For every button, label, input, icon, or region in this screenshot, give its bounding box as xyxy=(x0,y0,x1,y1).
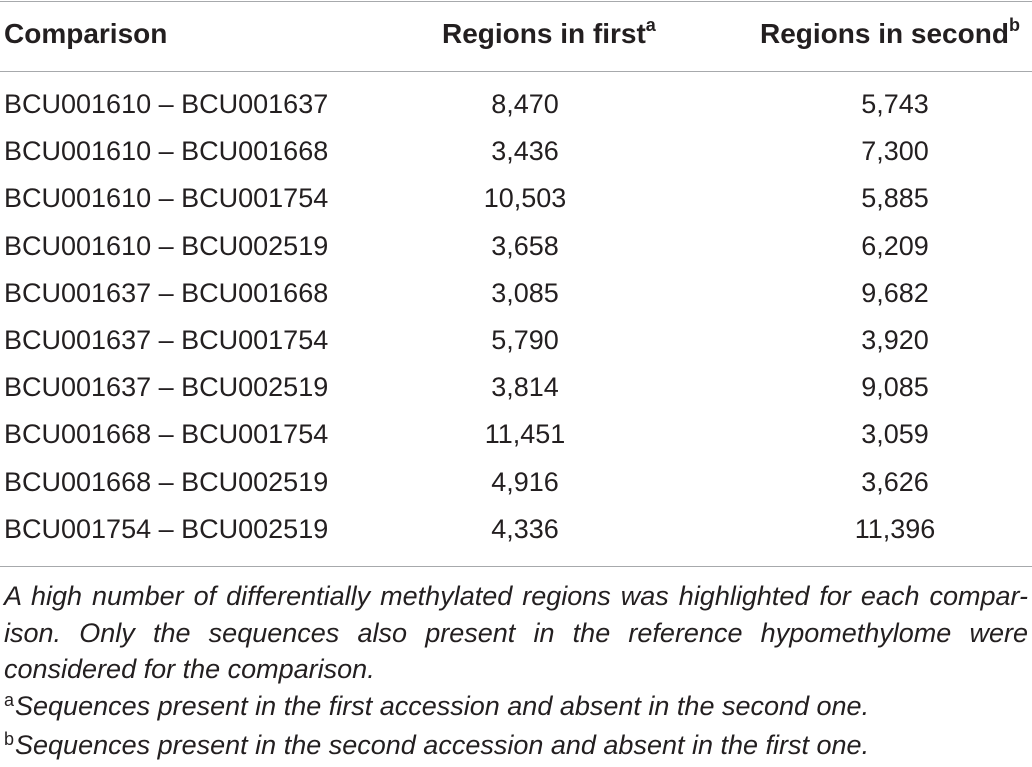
table-row: BCU001610 – BCU001668 3,436 7,300 xyxy=(0,130,1032,177)
cell-regions-second: 3,626 xyxy=(861,466,929,497)
cell-regions-first: 5,790 xyxy=(491,324,559,355)
header-rule xyxy=(0,71,1032,72)
cell-comparison: BCU001637 – BCU001668 xyxy=(4,277,329,308)
cell-regions-first: 10,503 xyxy=(483,183,567,214)
cell-regions-second: 3,920 xyxy=(861,324,929,355)
footnote-a: aSequences present in the first accessio… xyxy=(4,688,1028,728)
cell-comparison: BCU001610 – BCU001637 xyxy=(4,89,329,119)
table-row: BCU001668 – BCU002519 4,916 3,626 xyxy=(0,461,1032,508)
cell-regions-first: 4,916 xyxy=(491,466,559,497)
footnote-b-mark: b xyxy=(4,729,15,749)
cell-comparison: BCU001610 – BCU001668 xyxy=(4,136,329,167)
table-row: BCU001754 – BCU002519 4,336 11,396 xyxy=(0,508,1032,555)
footnote-a-text: Sequences present in the first accession… xyxy=(15,690,870,721)
footnote-main: A high number of differentially methylat… xyxy=(4,581,1028,684)
cell-comparison: BCU001610 – BCU001754 xyxy=(4,183,329,214)
footnote-b: bSequences present in the second accessi… xyxy=(4,727,1028,767)
header-regions-second: Regions in secondb xyxy=(760,14,1020,50)
cell-comparison: BCU001637 – BCU002519 xyxy=(4,372,329,403)
table-row: BCU001610 – BCU001637 8,470 5,743 xyxy=(0,83,1032,130)
cell-regions-first: 3,658 xyxy=(491,230,559,261)
cell-regions-second: 7,300 xyxy=(861,136,929,167)
header-regions-second-label: Regions in second xyxy=(760,18,1009,49)
bottom-rule xyxy=(0,566,1032,567)
cell-regions-first: 3,085 xyxy=(491,277,559,308)
table-row: BCU001610 – BCU001754 10,503 5,885 xyxy=(0,177,1032,224)
header-regions-first: Regions in firsta xyxy=(442,14,656,50)
cell-regions-first: 3,814 xyxy=(491,372,559,403)
top-rule xyxy=(0,1,1032,2)
cell-regions-second: 5,743 xyxy=(861,89,929,119)
header-comparison-label: Comparison xyxy=(4,18,168,49)
table-row: BCU001668 – BCU001754 11,451 3,059 xyxy=(0,413,1032,460)
table-body: BCU001610 – BCU001637 8,470 5,743 BCU001… xyxy=(0,83,1032,555)
table-row: BCU001637 – BCU002519 3,814 9,085 xyxy=(0,366,1032,413)
cell-regions-first: 11,451 xyxy=(484,419,566,450)
cell-regions-second: 9,085 xyxy=(861,372,929,403)
cell-comparison: BCU001668 – BCU002519 xyxy=(4,466,329,497)
cell-regions-first: 8,470 xyxy=(491,89,559,119)
cell-regions-second: 6,209 xyxy=(861,230,929,261)
footnote-a-mark: a xyxy=(4,689,15,710)
table-row: BCU001637 – BCU001668 3,085 9,682 xyxy=(0,272,1032,319)
cell-regions-second: 11,396 xyxy=(854,513,936,544)
table-row: BCU001637 – BCU001754 5,790 3,920 xyxy=(0,319,1032,366)
cell-regions-first: 3,436 xyxy=(491,136,559,167)
table-row: BCU001610 – BCU002519 3,658 6,209 xyxy=(0,225,1032,272)
cell-regions-second: 5,885 xyxy=(861,183,929,214)
header-comparison: Comparison xyxy=(4,18,167,50)
cell-comparison: BCU001754 – BCU002519 xyxy=(4,513,329,544)
table-header: Comparison Regions in firsta Regions in … xyxy=(0,0,1032,72)
footnote-mark-a: a xyxy=(645,14,656,35)
cell-regions-second: 9,682 xyxy=(861,277,929,308)
footnote-mark-b: b xyxy=(1008,14,1020,35)
footnote-b-text: Sequences present in the second accessio… xyxy=(15,730,870,760)
header-regions-first-label: Regions in first xyxy=(442,18,646,49)
cell-comparison: BCU001637 – BCU001754 xyxy=(4,324,329,355)
cell-regions-first: 4,336 xyxy=(491,513,559,544)
cell-regions-second: 3,059 xyxy=(861,419,929,450)
cell-comparison: BCU001610 – BCU002519 xyxy=(4,230,329,261)
table-footnotes: A high number of differentially methylat… xyxy=(4,578,1028,767)
cell-comparison: BCU001668 – BCU001754 xyxy=(4,419,329,450)
